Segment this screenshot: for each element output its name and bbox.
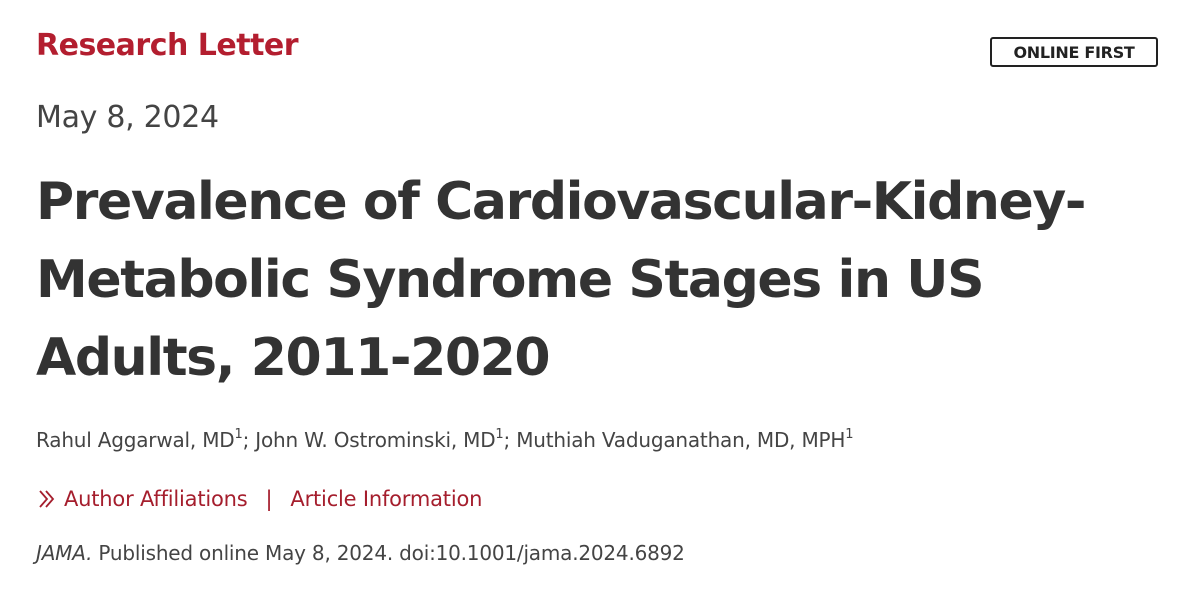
- article-type-label: Research Letter: [36, 28, 299, 63]
- author-name[interactable]: John W. Ostrominski, MD: [255, 428, 496, 452]
- publication-date: May 8, 2024: [36, 100, 219, 135]
- double-chevron-right-icon[interactable]: [36, 488, 58, 510]
- title-line: Metabolic Syndrome Stages in US: [36, 250, 985, 310]
- online-first-badge: ONLINE FIRST: [990, 37, 1158, 67]
- article-links: Author Affiliations | Article Informatio…: [36, 487, 482, 511]
- author-separator: ;: [242, 428, 250, 452]
- author-affiliations-link[interactable]: Author Affiliations: [64, 487, 248, 511]
- title-line: Adults, 2011-2020: [36, 328, 551, 388]
- author-separator: ;: [503, 428, 511, 452]
- journal-name: JAMA.: [36, 541, 93, 565]
- article-information-link[interactable]: Article Information: [290, 487, 483, 511]
- affiliation-marker: 1: [845, 427, 854, 442]
- author-name[interactable]: Muthiah Vaduganathan, MD, MPH: [516, 428, 846, 452]
- author-name[interactable]: Rahul Aggarwal, MD: [36, 428, 235, 452]
- title-line: Prevalence of Cardiovascular-Kidney-: [36, 172, 1086, 232]
- citation-text: Published online May 8, 2024. doi:10.100…: [92, 541, 685, 565]
- citation: JAMA. Published online May 8, 2024. doi:…: [36, 541, 685, 565]
- author-list: Rahul Aggarwal, MD1; John W. Ostrominski…: [36, 428, 853, 452]
- affiliation-marker: 1: [495, 427, 504, 442]
- link-separator: |: [265, 487, 273, 511]
- affiliation-marker: 1: [234, 427, 243, 442]
- article-title: Prevalence of Cardiovascular-Kidney- Met…: [36, 163, 1156, 397]
